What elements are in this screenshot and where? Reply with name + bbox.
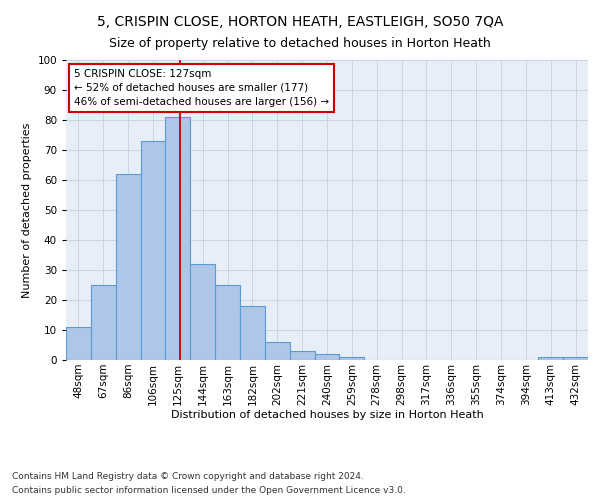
Bar [290, 351, 314, 360]
Bar [538, 357, 563, 360]
Bar [240, 306, 265, 360]
Bar [563, 357, 588, 360]
Text: 5 CRISPIN CLOSE: 127sqm
← 52% of detached houses are smaller (177)
46% of semi-d: 5 CRISPIN CLOSE: 127sqm ← 52% of detache… [74, 69, 329, 107]
Bar [314, 354, 340, 360]
Bar [265, 342, 290, 360]
Bar [190, 264, 215, 360]
Bar [215, 285, 240, 360]
Text: Contains HM Land Registry data © Crown copyright and database right 2024.: Contains HM Land Registry data © Crown c… [12, 472, 364, 481]
Text: Contains public sector information licensed under the Open Government Licence v3: Contains public sector information licen… [12, 486, 406, 495]
Bar [340, 357, 364, 360]
Text: 5, CRISPIN CLOSE, HORTON HEATH, EASTLEIGH, SO50 7QA: 5, CRISPIN CLOSE, HORTON HEATH, EASTLEIG… [97, 15, 503, 29]
Text: Size of property relative to detached houses in Horton Heath: Size of property relative to detached ho… [109, 38, 491, 51]
Bar [166, 117, 190, 360]
Y-axis label: Number of detached properties: Number of detached properties [22, 122, 32, 298]
Bar [116, 174, 140, 360]
Bar [91, 285, 116, 360]
Bar [140, 141, 166, 360]
Bar [66, 327, 91, 360]
X-axis label: Distribution of detached houses by size in Horton Heath: Distribution of detached houses by size … [170, 410, 484, 420]
